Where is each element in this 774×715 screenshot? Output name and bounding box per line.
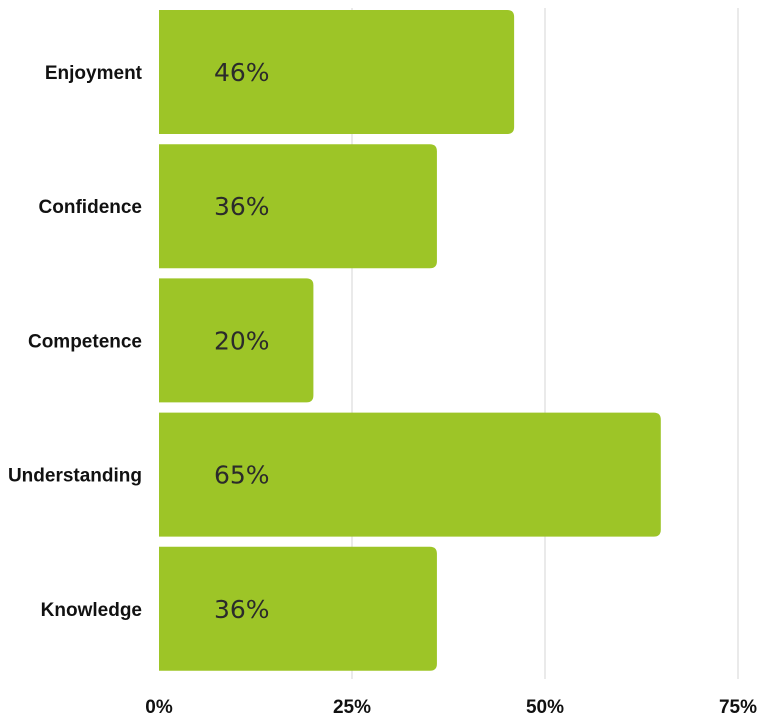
x-tick-label: 0% [145, 697, 173, 715]
bar-value-label: 36% [214, 192, 270, 221]
bar-confidence [159, 144, 437, 269]
bar-value-label: 20% [214, 326, 270, 355]
bar-understanding [159, 412, 661, 537]
bar-competence [159, 278, 314, 403]
x-tick-label: 50% [526, 697, 564, 715]
bar-value-label: 36% [214, 595, 270, 624]
category-label: Knowledge [41, 600, 142, 621]
bar-enjoyment [159, 10, 515, 134]
x-tick-label: 25% [333, 697, 371, 715]
category-label: Enjoyment [45, 63, 143, 84]
bars: 46% 36% 20% 65% 36% [159, 10, 661, 671]
category-labels: Enjoyment Confidence Competence Understandi… [8, 63, 143, 621]
category-label: Confidence [39, 197, 142, 218]
x-tick-labels: 0% 25% 50% 75% [145, 697, 757, 715]
bar-knowledge [159, 546, 437, 671]
category-label: Competence [28, 331, 142, 352]
category-label: Understanding [8, 466, 142, 487]
x-tick-label: 75% [719, 697, 757, 715]
bar-value-label: 46% [214, 58, 270, 87]
bar-value-label: 65% [214, 461, 270, 490]
